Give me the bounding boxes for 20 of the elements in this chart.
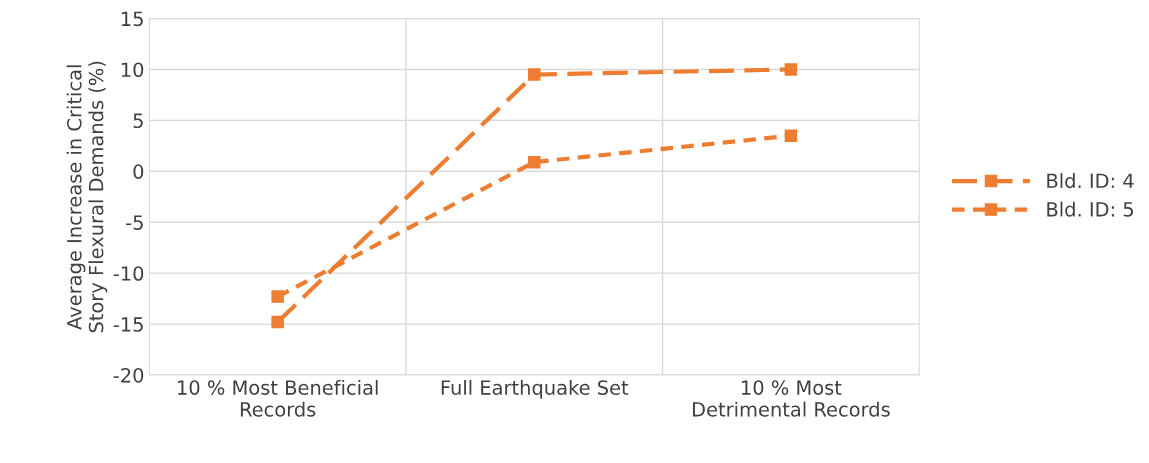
point — [271, 315, 284, 329]
y-axis-title: Average Increase in Critical Story Flexural Demands (%) — [66, 61, 108, 333]
point — [271, 290, 284, 303]
y-tick-label: 5 — [133, 113, 143, 129]
point — [784, 63, 798, 76]
y-tick-label: -15 — [113, 317, 143, 332]
y-tick-label: -5 — [126, 215, 143, 230]
y-tick-label: -10 — [113, 266, 144, 281]
y-tick-label: 0 — [133, 164, 144, 179]
point — [528, 155, 541, 169]
point — [528, 68, 541, 81]
x-tick-label: 10 % Most Beneficial Records — [178, 379, 378, 417]
y-tick-label: 10 — [121, 62, 144, 78]
x-tick-label: Full Earthquake Set — [441, 379, 629, 399]
legend-label: Bld. ID: 4 — [1047, 173, 1134, 189]
legend-label: Bld. ID: 5 — [1047, 201, 1133, 217]
x-tick-label: 10 % Most Detrimental Records — [692, 380, 890, 417]
y-tick-label: 15 — [121, 11, 143, 27]
point — [784, 129, 798, 142]
y-tick-label: -20 — [113, 367, 144, 383]
